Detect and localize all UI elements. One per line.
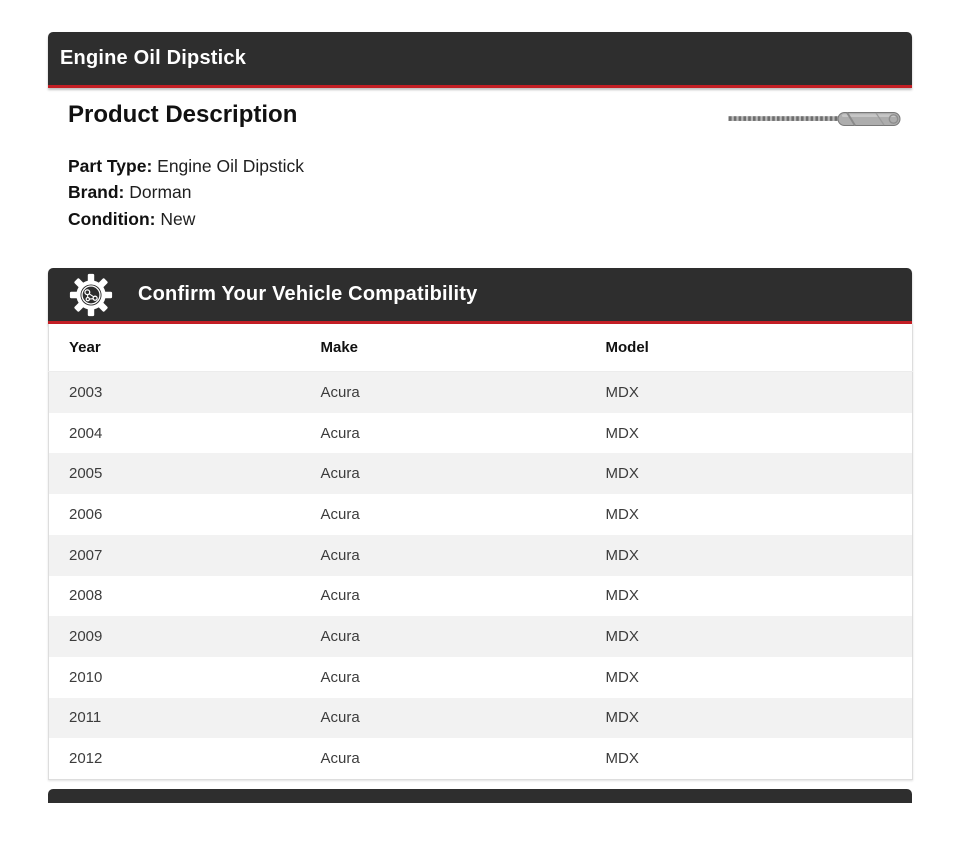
attr-part-type-label: Part Type: <box>68 155 153 176</box>
product-section-header: Engine Oil Dipstick <box>48 32 912 88</box>
compatibility-section-header: Confirm Your Vehicle Compatibility <box>48 268 912 325</box>
cell-model: MDX <box>585 371 913 413</box>
cell-model: MDX <box>585 738 913 780</box>
cell-make: Acura <box>300 453 586 495</box>
cell-year: 2010 <box>48 656 301 698</box>
compatibility-section-title: Confirm Your Vehicle Compatibility <box>138 283 478 306</box>
cell-make: Acura <box>300 494 586 535</box>
cell-make: Acura <box>300 412 586 454</box>
dipstick-product-image <box>728 111 901 127</box>
cell-year: 2005 <box>48 453 301 495</box>
attr-condition-value: New <box>160 208 196 229</box>
attr-condition-label: Condition: <box>68 208 156 229</box>
cell-year: 2011 <box>48 697 301 739</box>
compatibility-table: Year Make Model 2003 Acura MDX 2004 Acur… <box>48 324 913 780</box>
table-row: 2011 Acura MDX <box>48 697 913 739</box>
attr-condition: Condition: New <box>68 206 912 233</box>
cell-model: MDX <box>585 656 913 698</box>
table-row: 2006 Acura MDX <box>48 494 913 535</box>
table-header-row: Year Make Model <box>48 324 913 373</box>
cell-make: Acura <box>300 738 586 780</box>
cell-make: Acura <box>300 371 586 413</box>
cell-model: MDX <box>585 494 913 535</box>
next-section-header-partial <box>48 788 912 803</box>
attr-brand: Brand: Dorman <box>68 179 912 206</box>
product-description-section: Product Description Part Type: Engine Oi… <box>48 101 912 232</box>
cell-make: Acura <box>300 575 586 617</box>
attr-part-type: Part Type: Engine Oil Dipstick <box>68 153 912 180</box>
cell-year: 2004 <box>48 412 301 454</box>
cell-year: 2012 <box>48 738 301 780</box>
col-header-make: Make <box>300 324 586 373</box>
cell-make: Acura <box>300 616 586 657</box>
attr-part-type-value: Engine Oil Dipstick <box>157 155 305 176</box>
table-row: 2012 Acura MDX <box>48 738 913 780</box>
cell-model: MDX <box>585 453 913 495</box>
product-section-title: Engine Oil Dipstick <box>60 47 247 69</box>
table-row: 2009 Acura MDX <box>48 616 913 657</box>
table-row: 2010 Acura MDX <box>48 656 913 698</box>
table-row: 2007 Acura MDX <box>48 534 913 576</box>
product-description-heading: Product Description <box>68 101 298 128</box>
cell-make: Acura <box>300 656 586 698</box>
attr-brand-label: Brand: <box>68 182 125 203</box>
cell-model: MDX <box>585 616 913 657</box>
cell-year: 2006 <box>48 494 301 535</box>
col-header-year: Year <box>48 324 301 373</box>
table-row: 2003 Acura MDX <box>48 371 913 413</box>
table-row: 2005 Acura MDX <box>48 453 913 495</box>
cell-make: Acura <box>300 697 586 739</box>
cell-year: 2008 <box>48 575 301 617</box>
col-header-model: Model <box>585 324 913 373</box>
cell-year: 2007 <box>48 534 301 576</box>
attr-brand-value: Dorman <box>129 182 192 203</box>
cell-year: 2003 <box>48 371 301 413</box>
cell-year: 2009 <box>48 616 301 657</box>
cell-model: MDX <box>585 575 913 617</box>
engine-gear-icon <box>69 273 113 316</box>
cell-make: Acura <box>300 534 586 576</box>
product-attributes: Part Type: Engine Oil Dipstick Brand: Do… <box>68 153 912 233</box>
table-row: 2004 Acura MDX <box>48 412 913 454</box>
table-row: 2008 Acura MDX <box>48 575 913 617</box>
listing-content: Engine Oil Dipstick Product Description … <box>48 32 913 803</box>
cell-model: MDX <box>585 534 913 576</box>
cell-model: MDX <box>585 697 913 739</box>
cell-model: MDX <box>585 412 913 454</box>
